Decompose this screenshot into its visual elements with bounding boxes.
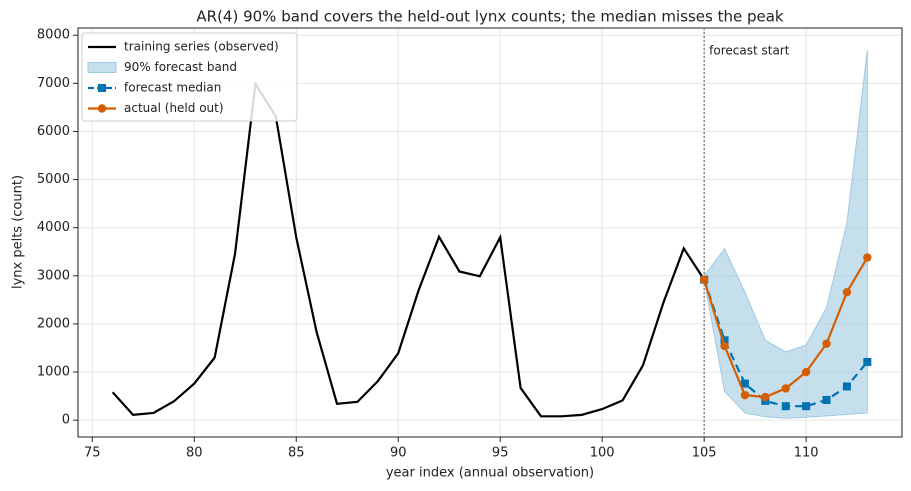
chart-title: AR(4) 90% band covers the held-out lynx … xyxy=(196,8,784,26)
x-axis-label: year index (annual observation) xyxy=(386,466,594,481)
y-tick-label: 8000 xyxy=(37,28,70,43)
y-tick-label: 6000 xyxy=(37,124,70,139)
annotation: forecast start xyxy=(709,44,790,58)
x-tick-label: 95 xyxy=(492,446,509,461)
y-tick-label: 4000 xyxy=(37,220,70,235)
marker xyxy=(863,357,872,366)
marker xyxy=(720,341,729,351)
legend-marker xyxy=(97,104,107,113)
x-tick-label: 75 xyxy=(84,446,101,461)
marker xyxy=(781,402,790,411)
marker xyxy=(740,390,750,400)
legend: training series (observed) 90% forecast b… xyxy=(81,32,298,122)
x-tick-label: 80 xyxy=(186,446,203,461)
marker xyxy=(863,253,872,262)
marker xyxy=(801,367,811,377)
forecast-band xyxy=(703,50,868,419)
y-tick-label: 1000 xyxy=(37,365,70,380)
y-tick-label: 2000 xyxy=(37,316,70,331)
x-tick-label: 105 xyxy=(692,446,717,461)
x-tick-label: 110 xyxy=(794,446,819,461)
legend-label: training series (observed) xyxy=(124,40,279,54)
legend-swatch xyxy=(87,62,117,73)
y-axis-label: lynx pelts (count) xyxy=(11,175,26,289)
x-tick-label: 100 xyxy=(590,446,615,461)
legend-label: forecast median xyxy=(124,81,221,95)
y-tick-label: 0 xyxy=(62,413,70,428)
y-tick-label: 7000 xyxy=(37,76,70,91)
legend-box xyxy=(81,32,298,122)
marker xyxy=(822,339,831,348)
marker xyxy=(781,384,790,393)
marker xyxy=(699,275,709,284)
y-tick-label: 5000 xyxy=(37,172,70,187)
marker xyxy=(842,382,851,391)
legend-label: 90% forecast band xyxy=(124,60,237,74)
legend-label: actual (held out) xyxy=(124,101,224,115)
legend-marker xyxy=(98,84,106,92)
marker xyxy=(842,287,852,297)
marker xyxy=(802,402,811,411)
x-tick-label: 90 xyxy=(390,446,407,461)
marker xyxy=(740,379,749,388)
plot-frame xyxy=(77,27,903,438)
x-tick-label: 85 xyxy=(288,446,305,461)
marker xyxy=(720,336,729,345)
y-tick-label: 3000 xyxy=(37,268,70,283)
marker xyxy=(822,395,831,404)
marker xyxy=(761,392,770,402)
series-line xyxy=(111,80,706,418)
